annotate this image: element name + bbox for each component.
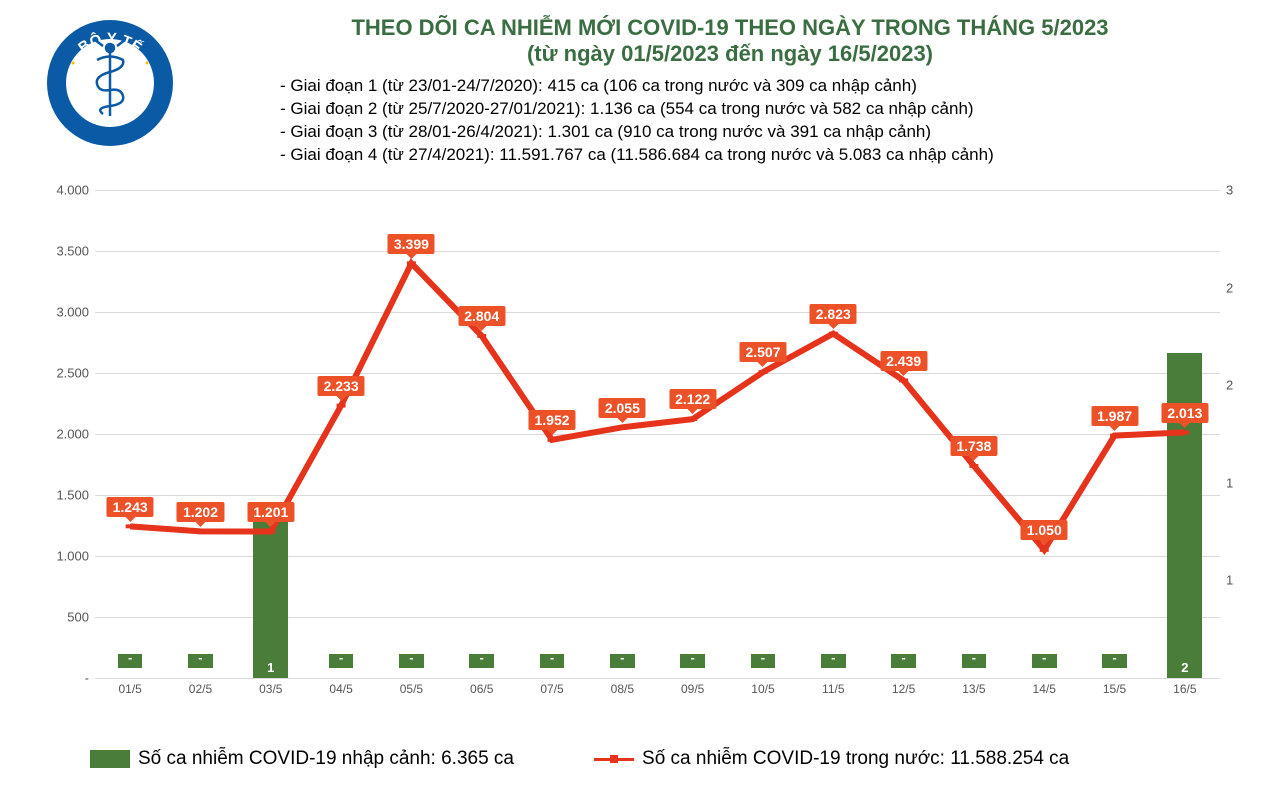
line-value-label: 2.804 [458,306,505,326]
y-left-tick: 1.000 [56,549,95,564]
line-series [95,190,1220,678]
x-tick: 13/5 [962,682,985,696]
note-line: - Giai đoạn 2 (từ 25/7/2020-27/01/2021):… [280,98,1240,121]
x-tick: 03/5 [259,682,282,696]
y-left-tick: 3.000 [56,305,95,320]
line-value-label: 2.823 [810,304,857,324]
x-tick: 06/5 [470,682,493,696]
y-left-tick: 500 [67,610,95,625]
line-value-label: 1.952 [529,410,576,430]
x-tick: 14/5 [1033,682,1056,696]
note-line: - Giai đoạn 3 (từ 28/01-26/4/2021): 1.30… [280,121,1240,144]
x-tick: 15/5 [1103,682,1126,696]
phase-notes: - Giai đoạn 1 (từ 23/01-24/7/2020): 415 … [280,75,1240,167]
y-right-tick: 2 [1220,280,1233,295]
line-value-label: 2.013 [1161,403,1208,423]
x-tick: 16/5 [1173,682,1196,696]
y-left-tick: 1.500 [56,488,95,503]
x-tick: 01/5 [118,682,141,696]
y-right-tick: 1 [1220,475,1233,490]
chart-legend: Số ca nhiễm COVID-19 nhập cảnh: 6.365 ca… [90,748,1240,770]
legend-line-swatch [594,758,634,761]
ministry-logo: BỘ Y TẾ MINISTRY OF HEALTH [45,18,175,148]
line-value-label: 2.122 [669,389,716,409]
legend-bar-text: Số ca nhiễm COVID-19 nhập cảnh: 6.365 ca [138,748,514,770]
y-left-tick: 2.000 [56,427,95,442]
x-axis-labels: 01/5 02/5 03/5 04/5 05/5 06/5 07/5 08/5 09/5 10/5… [95,682,1220,702]
line-value-label: 2.439 [880,351,927,371]
y-right-tick: 2 [1220,378,1233,393]
line-value-label: 1.202 [177,502,224,522]
y-left-tick: 4.000 [56,183,95,198]
line-value-label: 1.243 [107,497,154,517]
line-value-label: 2.507 [739,342,786,362]
x-tick: 04/5 [329,682,352,696]
combo-chart: -5001.0001.5002.0002.5003.0003.5004.0001… [40,190,1265,708]
x-tick: 10/5 [751,682,774,696]
line-value-label: 2.055 [599,398,646,418]
line-value-label: 1.738 [950,436,997,456]
y-right-tick: 3 [1220,183,1233,198]
x-tick: 05/5 [400,682,423,696]
title-line-1: THEO DÕI CA NHIỄM MỚI COVID-19 THEO NGÀY… [220,15,1240,41]
plot-area: -5001.0001.5002.0002.5003.0003.5004.0001… [95,190,1220,678]
title-line-2: (từ ngày 01/5/2023 đến ngày 16/5/2023) [220,41,1240,67]
y-left-tick: 2.500 [56,366,95,381]
line-value-label: 2.233 [318,376,365,396]
x-tick: 11/5 [822,682,844,696]
line-value-label: 1.050 [1021,520,1068,540]
x-tick: 02/5 [189,682,212,696]
line-value-label: 3.399 [388,234,435,254]
legend-bar-item: Số ca nhiễm COVID-19 nhập cảnh: 6.365 ca [90,748,514,770]
y-left-tick: - [85,671,95,686]
y-left-tick: 3.500 [56,244,95,259]
line-value-label: 1.987 [1091,406,1138,426]
x-tick: 09/5 [681,682,704,696]
x-tick: 07/5 [540,682,563,696]
y-right-tick: 1 [1220,573,1233,588]
legend-line-text: Số ca nhiễm COVID-19 trong nước: 11.588.… [642,748,1069,770]
logo-svg: BỘ Y TẾ MINISTRY OF HEALTH [45,18,175,148]
x-tick: 12/5 [892,682,915,696]
note-line: - Giai đoạn 1 (từ 23/01-24/7/2020): 415 … [280,75,1240,98]
line-value-label: 1.201 [247,502,294,522]
note-line: - Giai đoạn 4 (từ 27/4/2021): 11.591.767… [280,144,1240,167]
x-tick: 08/5 [611,682,634,696]
chart-title: THEO DÕI CA NHIỄM MỚI COVID-19 THEO NGÀY… [220,15,1240,67]
legend-line-item: Số ca nhiễm COVID-19 trong nước: 11.588.… [594,748,1069,770]
legend-bar-swatch [90,750,130,768]
gridline [95,678,1220,679]
